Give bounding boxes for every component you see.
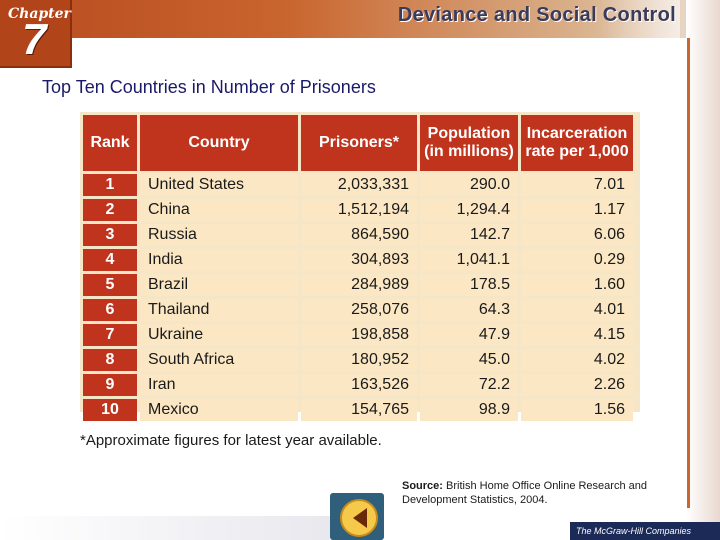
- table-row: 5 Brazil 284,989 178.5 1.60: [83, 274, 633, 296]
- rate-cell: 4.15: [521, 324, 633, 346]
- population-cell: 142.7: [420, 224, 518, 246]
- prisoners-cell: 2,033,331: [301, 174, 417, 196]
- table-row: 1 United States 2,033,331 290.0 7.01: [83, 174, 633, 196]
- country-cell: India: [140, 249, 298, 271]
- bottom-band: [0, 516, 330, 540]
- prisoners-cell: 284,989: [301, 274, 417, 296]
- rate-cell: 4.02: [521, 349, 633, 371]
- population-cell: 1,294.4: [420, 199, 518, 221]
- population-cell: 98.9: [420, 399, 518, 421]
- prisoners-cell: 180,952: [301, 349, 417, 371]
- table-header-row: Rank Country Prisoners* Population (in m…: [83, 115, 633, 171]
- header-rank: Rank: [83, 115, 137, 171]
- data-table: Rank Country Prisoners* Population (in m…: [80, 112, 636, 424]
- rate-cell: 1.17: [521, 199, 633, 221]
- country-cell: Brazil: [140, 274, 298, 296]
- header-highlight: [600, 0, 680, 38]
- header-rate-line1: Incarceration: [526, 125, 628, 142]
- rate-cell: 0.29: [521, 249, 633, 271]
- rank-cell: 8: [83, 349, 137, 371]
- table-row: 3 Russia 864,590 142.7 6.06: [83, 224, 633, 246]
- rate-cell: 4.01: [521, 299, 633, 321]
- chapter-title: Deviance and Social Control: [397, 4, 676, 26]
- country-cell: United States: [140, 174, 298, 196]
- header-prisoners: Prisoners*: [301, 115, 417, 171]
- population-cell: 1,041.1: [420, 249, 518, 271]
- rank-cell: 1: [83, 174, 137, 196]
- rank-cell: 5: [83, 274, 137, 296]
- country-cell: Mexico: [140, 399, 298, 421]
- header-rate: Incarceration rate per 1,000: [521, 115, 633, 171]
- chapter-label: Chapter: [8, 6, 71, 22]
- table-row: 8 South Africa 180,952 45.0 4.02: [83, 349, 633, 371]
- table-row: 2 China 1,512,194 1,294.4 1.17: [83, 199, 633, 221]
- rank-cell: 9: [83, 374, 137, 396]
- rank-cell: 2: [83, 199, 137, 221]
- rate-cell: 6.06: [521, 224, 633, 246]
- rank-cell: 3: [83, 224, 137, 246]
- table-row: 6 Thailand 258,076 64.3 4.01: [83, 299, 633, 321]
- table-row: 7 Ukraine 198,858 47.9 4.15: [83, 324, 633, 346]
- country-cell: Ukraine: [140, 324, 298, 346]
- divider-line: [687, 38, 690, 508]
- rank-cell: 4: [83, 249, 137, 271]
- prisoners-table: Rank Country Prisoners* Population (in m…: [80, 112, 640, 421]
- rate-cell: 2.26: [521, 374, 633, 396]
- header-rate-line2: rate per 1,000: [525, 143, 629, 160]
- back-arrow-icon: [340, 499, 378, 537]
- prisoners-cell: 198,858: [301, 324, 417, 346]
- source-label: Source:: [402, 480, 443, 492]
- prisoners-cell: 1,512,194: [301, 199, 417, 221]
- rank-cell: 6: [83, 299, 137, 321]
- table-row: 9 Iran 163,526 72.2 2.26: [83, 374, 633, 396]
- source-text: British Home Office Online Research and …: [402, 480, 647, 506]
- rate-cell: 1.60: [521, 274, 633, 296]
- header-population-line2: (in millions): [424, 143, 514, 160]
- right-border: [686, 0, 720, 540]
- prisoners-cell: 864,590: [301, 224, 417, 246]
- country-cell: Russia: [140, 224, 298, 246]
- source-citation: Source: British Home Office Online Resea…: [402, 479, 692, 507]
- country-cell: South Africa: [140, 349, 298, 371]
- table-row: 10 Mexico 154,765 98.9 1.56: [83, 399, 633, 421]
- rank-cell: 10: [83, 399, 137, 421]
- prisoners-cell: 304,893: [301, 249, 417, 271]
- header-country: Country: [140, 115, 298, 171]
- prisoners-cell: 163,526: [301, 374, 417, 396]
- table-row: 4 India 304,893 1,041.1 0.29: [83, 249, 633, 271]
- publisher-logo: The McGraw-Hill Companies: [570, 522, 720, 540]
- population-cell: 290.0: [420, 174, 518, 196]
- back-button[interactable]: [330, 493, 384, 540]
- population-cell: 64.3: [420, 299, 518, 321]
- header-population: Population (in millions): [420, 115, 518, 171]
- population-cell: 72.2: [420, 374, 518, 396]
- table-footnote: *Approximate figures for latest year ava…: [80, 432, 382, 449]
- prisoners-cell: 258,076: [301, 299, 417, 321]
- rate-cell: 7.01: [521, 174, 633, 196]
- header-population-line1: Population: [427, 125, 511, 142]
- country-cell: Iran: [140, 374, 298, 396]
- population-cell: 178.5: [420, 274, 518, 296]
- arrow-glyph: [353, 508, 367, 528]
- prisoners-cell: 154,765: [301, 399, 417, 421]
- country-cell: China: [140, 199, 298, 221]
- population-cell: 47.9: [420, 324, 518, 346]
- chapter-badge: Chapter 7: [0, 0, 72, 68]
- page-title: Top Ten Countries in Number of Prisoners: [42, 77, 376, 97]
- rate-cell: 1.56: [521, 399, 633, 421]
- country-cell: Thailand: [140, 299, 298, 321]
- population-cell: 45.0: [420, 349, 518, 371]
- rank-cell: 7: [83, 324, 137, 346]
- chapter-number: 7: [22, 15, 47, 64]
- header-bar: Deviance and Social Control: [0, 0, 720, 38]
